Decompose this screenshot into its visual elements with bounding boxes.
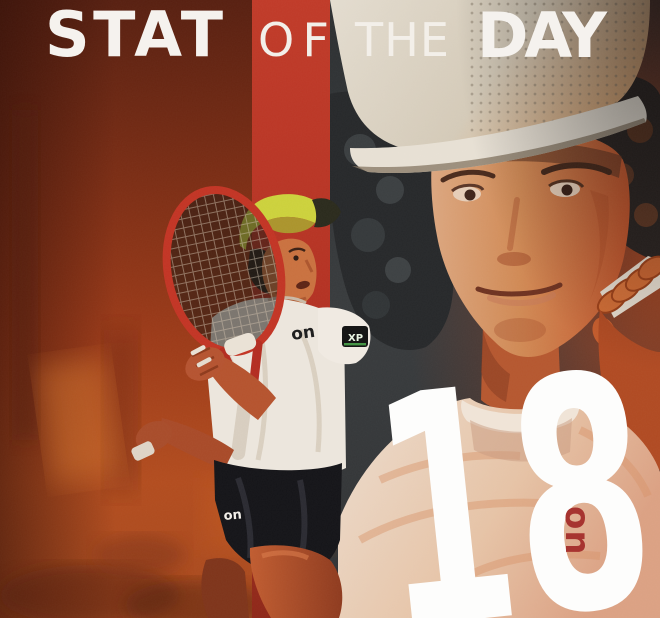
- title-word-stat: STAT: [45, 0, 225, 71]
- title: STAT OF THE DAY: [45, 0, 608, 72]
- stat-on-logo: on: [557, 506, 597, 556]
- stat-number-group: 18 on: [359, 305, 660, 618]
- title-word-of: OF: [258, 13, 329, 67]
- title-word-day: DAY: [477, 0, 608, 72]
- stat-number: 18: [359, 305, 660, 618]
- title-word-the: THE: [354, 13, 449, 67]
